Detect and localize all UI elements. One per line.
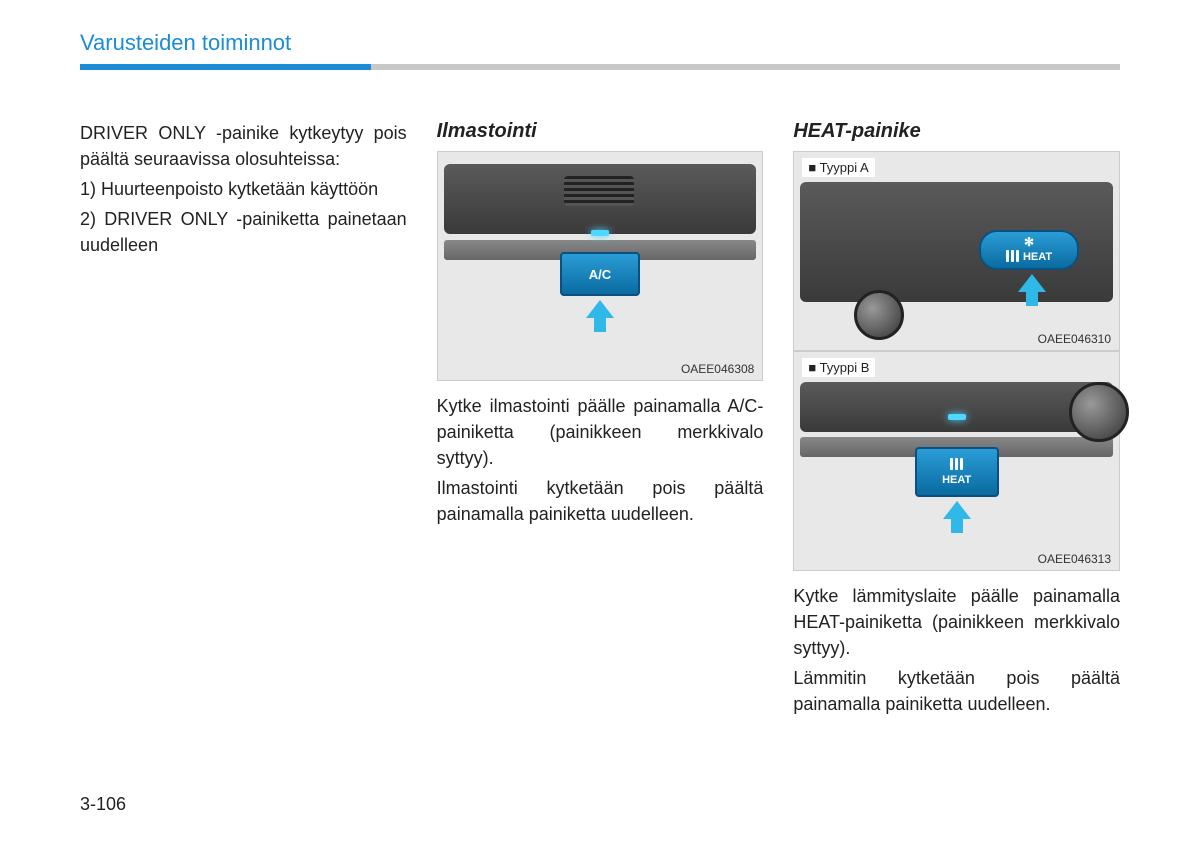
ac-indicator-light <box>591 230 609 236</box>
arrow-up-icon-b <box>943 501 971 519</box>
arrow-up-icon-a <box>1018 274 1046 292</box>
ac-heading: Ilmastointi <box>437 120 764 143</box>
heat-figure-type-b: ■ Tyyppi B HEAT OAEE046313 <box>793 351 1120 571</box>
arrow-stem <box>594 318 606 332</box>
header-rule <box>80 64 1120 70</box>
dashboard-panel-b-upper <box>800 382 1113 432</box>
heat-waves-icon-b <box>950 458 963 470</box>
heat-button-a-label: HEAT <box>1023 251 1052 263</box>
heat-figure-type-a: ■ Tyyppi A ✻ HEAT OAEE046310 <box>793 151 1120 351</box>
content-columns: DRIVER ONLY -painike kytkeytyy pois pääl… <box>80 120 1120 721</box>
heat-button-a: ✻ HEAT <box>979 230 1079 270</box>
heat-button-b-label: HEAT <box>942 474 971 486</box>
ac-figure: A/C OAEE046308 <box>437 151 764 381</box>
arrow-up-icon <box>586 300 614 318</box>
vent-grille-icon <box>564 176 634 206</box>
page-header-title: Varusteiden toiminnot <box>80 30 1120 56</box>
ac-button: A/C <box>560 252 640 296</box>
col2-paragraph-1: Kytke ilmastointi päälle painamalla A/C-… <box>437 393 764 471</box>
column-2: Ilmastointi A/C OAEE046308 Kytke ilmasto… <box>437 120 764 721</box>
snowflake-icon: ✻ <box>1024 236 1034 248</box>
ac-button-label: A/C <box>589 267 611 282</box>
dashboard-panel-upper <box>444 164 757 234</box>
control-knob-icon-b <box>1069 382 1129 442</box>
ac-figure-code: OAEE046308 <box>681 362 754 376</box>
col3-paragraph-1: Kytke lämmityslaite päälle painamalla HE… <box>793 583 1120 661</box>
col1-list-item-2: 2) DRIVER ONLY -painiketta painetaan uud… <box>80 206 407 258</box>
heat-figure-a-code: OAEE046310 <box>1038 332 1111 346</box>
heat-figure-b-code: OAEE046313 <box>1038 552 1111 566</box>
column-1: DRIVER ONLY -painike kytkeytyy pois pääl… <box>80 120 407 721</box>
arrow-stem-a <box>1026 292 1038 306</box>
heat-b-indicator-light <box>948 414 966 420</box>
type-b-label: ■ Tyyppi B <box>802 358 875 377</box>
col1-list-item-1: 1) Huurteenpoisto kytketään käyttöön <box>80 176 407 202</box>
heat-button-b: HEAT <box>915 447 999 497</box>
type-a-label: ■ Tyyppi A <box>802 158 874 177</box>
control-knob-icon <box>854 290 904 340</box>
page-number: 3-106 <box>80 794 126 815</box>
heat-waves-icon <box>1006 250 1019 262</box>
col3-paragraph-2: Lämmitin kytketään pois päältä painamall… <box>793 665 1120 717</box>
col1-paragraph-intro: DRIVER ONLY -painike kytkeytyy pois pääl… <box>80 120 407 172</box>
column-3: HEAT-painike ■ Tyyppi A ✻ HEAT OAEE04631… <box>793 120 1120 721</box>
heat-heading: HEAT-painike <box>793 120 1120 143</box>
col2-paragraph-2: Ilmastointi kytketään pois päältä painam… <box>437 475 764 527</box>
arrow-stem-b <box>951 519 963 533</box>
